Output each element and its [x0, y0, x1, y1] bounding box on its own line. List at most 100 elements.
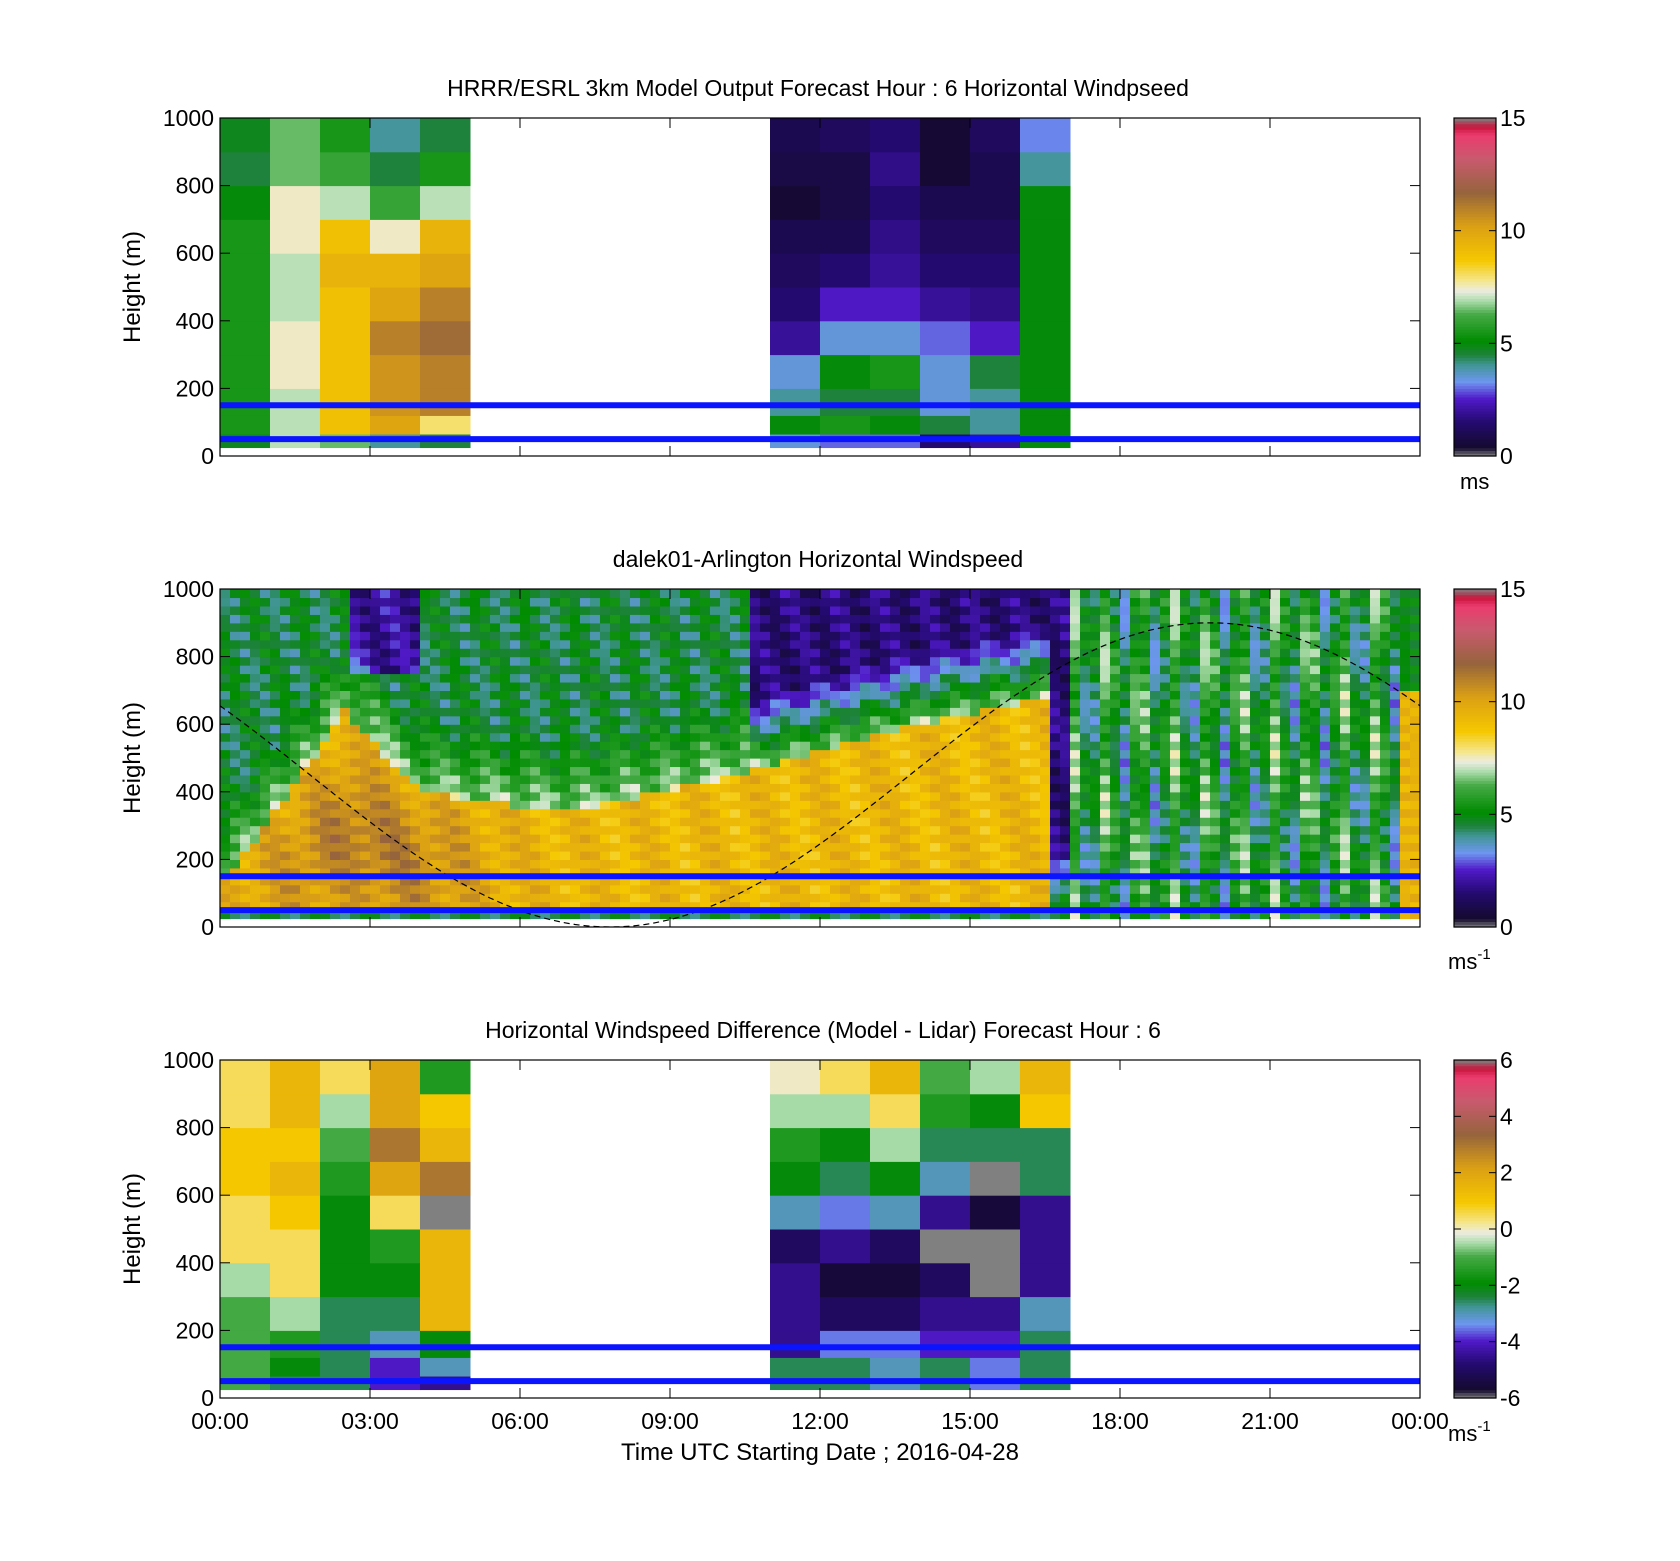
heatmap-cell [690, 631, 701, 641]
heatmap-cell [270, 884, 281, 894]
heatmap-cell [270, 791, 281, 801]
heatmap-cell [480, 800, 491, 810]
heatmap-cell [250, 867, 261, 877]
heatmap-cell [1190, 876, 1201, 886]
heatmap-cell [920, 665, 931, 675]
colorbar-segment [1454, 270, 1496, 274]
heatmap-cell [1030, 648, 1041, 658]
heatmap-cell [980, 867, 991, 877]
heatmap-cell [430, 589, 441, 599]
heatmap-cell [760, 800, 771, 810]
heatmap-cell [1330, 648, 1341, 658]
heatmap-cell [220, 791, 231, 801]
heatmap-cell [540, 867, 551, 877]
heatmap-cell [1260, 681, 1271, 691]
heatmap-cell [690, 681, 701, 691]
heatmap-cell [520, 884, 531, 894]
colorbar-segment [1454, 222, 1496, 226]
heatmap-cell [560, 648, 571, 658]
heatmap-cell [1010, 589, 1021, 599]
heatmap-cell [1180, 690, 1191, 700]
heatmap-cell [1080, 884, 1091, 894]
heatmap-cell [490, 681, 501, 691]
heatmap-cell [440, 715, 451, 725]
heatmap-cell [1380, 766, 1391, 776]
heatmap-cell [1280, 800, 1291, 810]
heatmap-cell [930, 656, 941, 666]
heatmap-cell [1240, 808, 1251, 818]
heatmap-cell [820, 219, 871, 254]
heatmap-cell [1310, 859, 1321, 869]
heatmap-cell [1300, 834, 1311, 844]
heatmap-cell [1070, 791, 1081, 801]
heatmap-cell [400, 690, 411, 700]
heatmap-cell [320, 724, 331, 734]
heatmap-cell [220, 622, 231, 632]
heatmap-cell [680, 834, 691, 844]
panel-model: HRRR/ESRL 3km Model Output Forecast Hour… [119, 75, 1526, 494]
heatmap-cell [610, 825, 621, 835]
heatmap-cell [1120, 732, 1131, 742]
heatmap-cell [650, 850, 661, 860]
heatmap-cell [550, 724, 561, 734]
heatmap-cell [750, 622, 761, 632]
heatmap-cell [1310, 910, 1321, 920]
heatmap-cell [1110, 842, 1121, 852]
heatmap-cell [600, 665, 611, 675]
heatmap-cell [1370, 715, 1381, 725]
heatmap-cell [560, 884, 571, 894]
heatmap-cell [990, 859, 1001, 869]
heatmap-cell [410, 707, 421, 717]
heatmap-cell [400, 715, 411, 725]
heatmap-cell [470, 791, 481, 801]
heatmap-cell [1140, 597, 1151, 607]
heatmap-cell [1100, 631, 1111, 641]
heatmap-cell [880, 842, 891, 852]
heatmap-cell [510, 707, 521, 717]
heatmap-cell [1010, 665, 1021, 675]
heatmap-cell [490, 715, 501, 725]
heatmap-cell [940, 774, 951, 784]
colorbar-segment [1454, 210, 1496, 215]
heatmap-cell [890, 817, 901, 827]
heatmap-cell [780, 707, 791, 717]
heatmap-cell [1200, 614, 1211, 624]
heatmap-cell [390, 783, 401, 793]
heatmap-cell [580, 791, 591, 801]
heatmap-cell [760, 859, 771, 869]
heatmap-cell [760, 834, 771, 844]
heatmap-cell [840, 910, 851, 920]
heatmap-cell [1230, 715, 1241, 725]
heatmap-cell [710, 859, 721, 869]
heatmap-cell [820, 876, 831, 886]
heatmap-cell [420, 118, 471, 153]
heatmap-cell [770, 287, 821, 322]
heatmap-cell [230, 876, 241, 886]
heatmap-cell [1050, 808, 1061, 818]
heatmap-cell [510, 800, 521, 810]
heatmap-cell [620, 648, 631, 658]
heatmap-cell [960, 910, 971, 920]
heatmap-cell [1220, 715, 1231, 725]
heatmap-cell [890, 791, 901, 801]
heatmap-cell [1160, 597, 1171, 607]
heatmap-cell [890, 850, 901, 860]
heatmap-cell [1400, 783, 1411, 793]
heatmap-cell [900, 732, 911, 742]
heatmap-cell [1330, 876, 1341, 886]
heatmap-cell [770, 842, 781, 852]
heatmap-cell [920, 287, 971, 322]
heatmap-cell [250, 910, 261, 920]
heatmap-cell [1020, 665, 1031, 675]
heatmap-cell [280, 766, 291, 776]
heatmap-cell [640, 783, 651, 793]
heatmap-cell [560, 859, 571, 869]
heatmap-cell [280, 842, 291, 852]
heatmap-cell [1060, 656, 1071, 666]
heatmap-cell [830, 766, 841, 776]
heatmap-cell [320, 850, 331, 860]
heatmap-cell [1360, 758, 1371, 768]
heatmap-cell [1280, 834, 1291, 844]
heatmap-cell [1410, 808, 1420, 818]
heatmap-cell [720, 808, 731, 818]
